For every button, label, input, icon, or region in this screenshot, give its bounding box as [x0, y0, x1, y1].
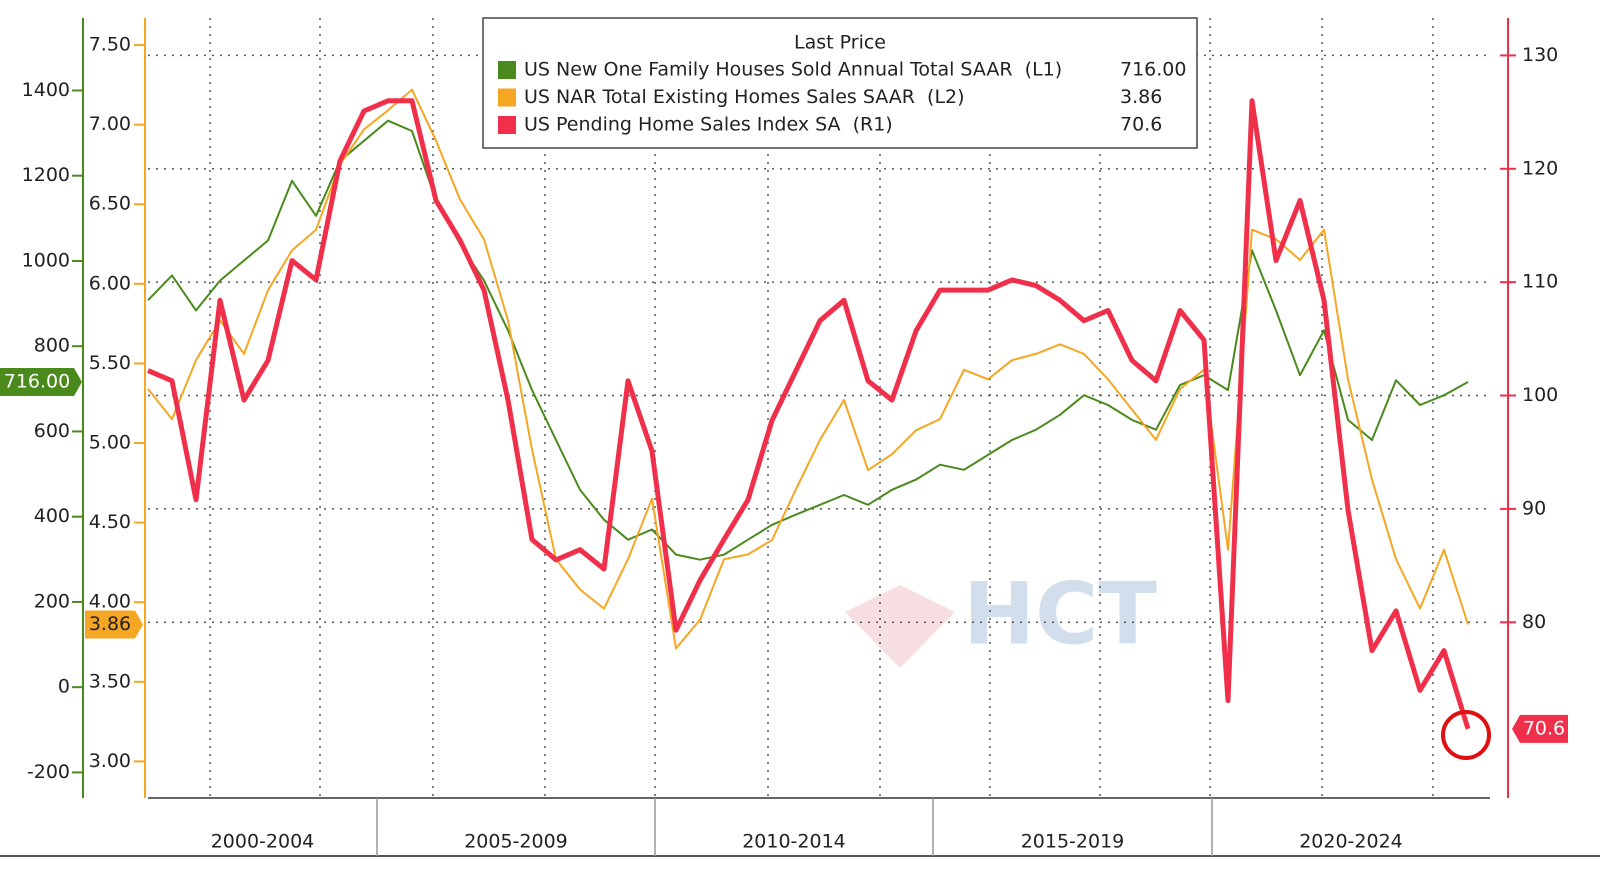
- legend-last-value: 3.86: [1120, 86, 1162, 108]
- series-line: [147, 98, 1471, 730]
- y-l2-tick-label: 4.00: [89, 591, 131, 613]
- y-l2-tick-label: 6.00: [89, 272, 131, 294]
- last-value-tag-label: 70.6: [1523, 717, 1565, 739]
- legend-last-value: 70.6: [1120, 114, 1162, 136]
- x-tick-label: 2000-2004: [211, 831, 315, 853]
- y-tick-label: 200: [34, 590, 70, 612]
- last-value-tag-label: 3.86: [89, 613, 131, 635]
- y-l2-tick-label: 7.50: [89, 34, 131, 56]
- last-value-tag-label: 716.00: [4, 371, 70, 393]
- y-l2-tick-label: 5.00: [89, 432, 131, 454]
- watermark: HCT: [963, 564, 1157, 664]
- x-tick-label: 2015-2019: [1021, 831, 1125, 853]
- plot: [147, 18, 1490, 798]
- y2-tick-label: 80: [1522, 611, 1546, 633]
- y-l2-tick-label: 3.50: [89, 670, 131, 692]
- legend-label: US Pending Home Sales Index SA (R1): [524, 114, 893, 136]
- y-tick-label: 400: [34, 505, 70, 527]
- y2-tick-label: 90: [1522, 497, 1546, 519]
- y2-tick-label: 130: [1522, 44, 1558, 66]
- y-tick-label: -200: [27, 761, 70, 783]
- y2-tick-label: 100: [1522, 384, 1558, 406]
- legend-swatch: [498, 61, 516, 79]
- series-line: [147, 88, 1469, 650]
- y-tick-label: 1000: [22, 249, 70, 271]
- y-l2-tick-label: 4.50: [89, 511, 131, 533]
- y-tick-label: 1400: [22, 79, 70, 101]
- y-l2-tick-label: 6.50: [89, 193, 131, 215]
- y-tick-label: 1200: [22, 164, 70, 186]
- legend-swatch: [498, 116, 516, 134]
- y-tick-label: 800: [34, 335, 70, 357]
- y2-tick-label: 120: [1522, 157, 1558, 179]
- last-value-tag: [85, 610, 143, 639]
- legend-swatch: [498, 88, 516, 107]
- legend-label: US NAR Total Existing Homes Sales SAAR (…: [524, 86, 965, 108]
- y-tick-label: 0: [58, 676, 70, 698]
- x-tick-label: 2020-2024: [1299, 831, 1403, 853]
- last-value-tag: [1512, 714, 1568, 743]
- y-l2-tick-label: 3.00: [89, 750, 131, 772]
- highlight-circle: [1441, 710, 1491, 760]
- legend-title: Last Price: [794, 32, 886, 54]
- last-value-tag: [0, 368, 82, 396]
- legend-label: US New One Family Houses Sold Annual Tot…: [524, 59, 1062, 81]
- legend-last-value: 716.00: [1120, 59, 1186, 81]
- y2-tick-label: 110: [1522, 271, 1558, 293]
- y-tick-label: 600: [34, 420, 70, 442]
- x-tick-label: 2005-2009: [464, 831, 568, 853]
- watermark-logo: [845, 585, 955, 668]
- y-l2-tick-label: 7.00: [89, 113, 131, 135]
- x-tick-label: 2010-2014: [742, 831, 846, 853]
- legend-box: [482, 17, 1198, 149]
- y-l2-tick-label: 5.50: [89, 352, 131, 374]
